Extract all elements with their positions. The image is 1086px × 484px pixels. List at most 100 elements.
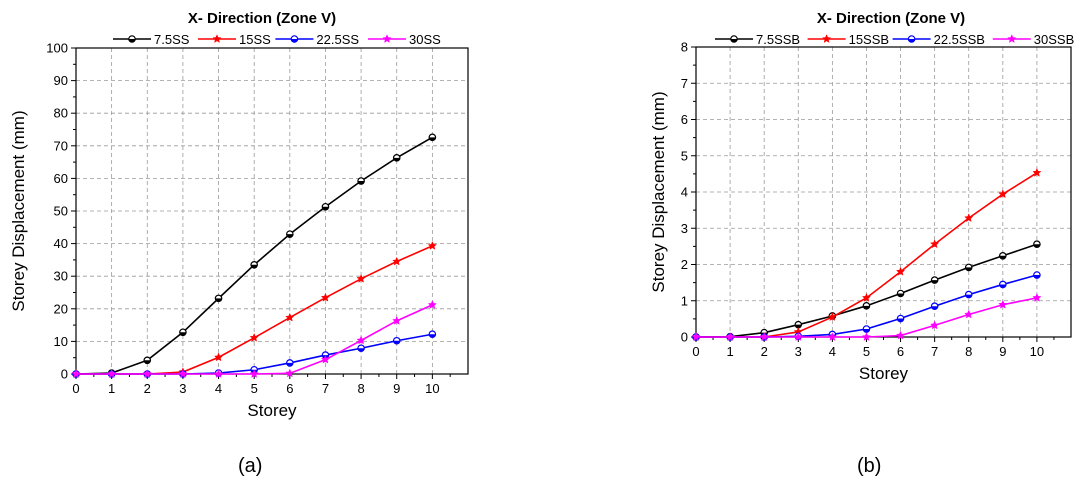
x-tick-label: 4 (215, 381, 222, 396)
x-tick-label: 2 (144, 381, 151, 396)
y-tick-label: 1 (681, 293, 688, 308)
y-tick-label: 5 (681, 148, 688, 163)
legend-item: 30SS (368, 32, 441, 47)
data-point (725, 332, 735, 341)
data-point (357, 177, 365, 185)
chart-title: X- Direction (Zone V) (188, 10, 336, 27)
data-point (896, 314, 905, 323)
data-point (998, 189, 1008, 199)
data-point (861, 332, 872, 341)
data-point (964, 309, 974, 319)
y-tick-label: 2 (681, 257, 688, 272)
data-point (428, 330, 437, 339)
y-tick-label: 10 (54, 334, 68, 349)
data-point (998, 299, 1008, 309)
data-point (964, 290, 973, 299)
data-point (896, 289, 905, 298)
legend-item: 30SSB (992, 32, 1074, 47)
data-point (895, 266, 906, 276)
y-tick-label: 50 (54, 204, 68, 219)
x-tick-label: 0 (692, 344, 699, 359)
legend-marker (821, 34, 832, 43)
legend-marker (128, 35, 136, 43)
x-axis: 0 1 2 3 4 5 6 7 8 9 10 (72, 374, 451, 396)
y-tick-label: 60 (54, 171, 68, 186)
x-tick-label: 10 (425, 381, 439, 396)
data-point (178, 369, 188, 378)
y-tick-label: 80 (54, 106, 68, 121)
series-30SS (71, 300, 437, 378)
y-tick-label: 8 (681, 40, 688, 55)
y-tick-label: 100 (46, 41, 68, 56)
data-point (862, 325, 871, 333)
data-point (285, 312, 295, 322)
series-30SSB (691, 292, 1042, 341)
data-point (71, 369, 81, 378)
x-tick-label: 0 (72, 381, 79, 396)
x-axis-label: Storey (247, 401, 297, 420)
y-tick-label: 30 (54, 269, 68, 284)
x-tick-label: 1 (726, 344, 733, 359)
y-tick-label: 0 (681, 330, 688, 345)
legend-marker (730, 35, 738, 43)
caption-b: (b) (857, 455, 882, 477)
data-point (930, 239, 940, 249)
y-tick-label: 6 (681, 112, 688, 127)
data-point (1032, 292, 1042, 302)
data-point (964, 263, 973, 272)
x-axis: 0 1 2 3 4 5 6 7 8 9 10 (692, 337, 1055, 359)
data-point (142, 369, 152, 378)
data-point (930, 302, 939, 310)
caption-a: (a) (238, 455, 263, 477)
data-point (320, 292, 331, 302)
y-axis: 0 1 2 3 4 5 6 7 8 (681, 40, 696, 345)
x-axis-label: Storey (859, 364, 909, 383)
data-point (107, 369, 117, 378)
y-axis-label: Storey Displacement (mm) (649, 91, 668, 292)
grid (76, 47, 468, 374)
x-tick-label: 7 (322, 381, 329, 396)
legend-label: 30SS (409, 32, 441, 47)
legend-marker (907, 35, 916, 43)
data-point (285, 368, 295, 378)
legend-label: 7.5SS (154, 32, 190, 47)
data-point (392, 316, 402, 325)
y-tick-label: 40 (54, 236, 68, 251)
legend-marker (1007, 34, 1017, 43)
data-point (794, 320, 803, 329)
legend-label: 22.5SSB (934, 32, 985, 47)
data-point (427, 241, 437, 250)
chart-panel-a: 0 1 2 3 4 5 6 7 8 9 100102030405060708090100Storey… (9, 10, 469, 420)
data-point (213, 352, 224, 362)
legend-label: 15SS (239, 32, 271, 47)
data-point (827, 332, 837, 341)
legend: 7.5SS 15SS 22.5SS 30SS (113, 32, 441, 47)
data-point (179, 328, 187, 337)
chart-panel-b: 0 1 2 3 4 5 6 7 8 9 10 0 1 2 3 4 5 6 7 8 Storey Storey Displa… (649, 10, 1074, 383)
x-tick-label: 8 (357, 381, 364, 396)
data-point (1032, 167, 1042, 177)
legend-marker (382, 34, 392, 43)
x-tick-label: 1 (108, 381, 115, 396)
x-tick-label: 5 (863, 344, 870, 359)
y-tick-label: 20 (54, 301, 68, 316)
data-point (286, 230, 294, 238)
x-tick-label: 9 (999, 344, 1006, 359)
chart-title: X- Direction (Zone V) (817, 10, 965, 27)
x-tick-label: 7 (931, 344, 938, 359)
y-axis-label: Storey Displacement (mm) (9, 110, 28, 311)
x-tick-label: 2 (761, 344, 768, 359)
y-axis: 0 10 20 30 40 50 60 70 80 90 100 (46, 41, 76, 382)
data-point (249, 369, 259, 378)
x-tick-label: 3 (795, 344, 802, 359)
data-point (356, 273, 366, 283)
x-tick-label: 6 (897, 344, 904, 359)
data-point (321, 351, 330, 359)
data-point (964, 213, 974, 223)
data-point (691, 332, 701, 341)
y-tick-label: 90 (54, 73, 68, 88)
legend-item: 7.5SSB (715, 32, 800, 47)
y-tick-label: 4 (681, 185, 688, 200)
data-point (213, 369, 224, 378)
legend-item: 15SSB (807, 32, 889, 47)
